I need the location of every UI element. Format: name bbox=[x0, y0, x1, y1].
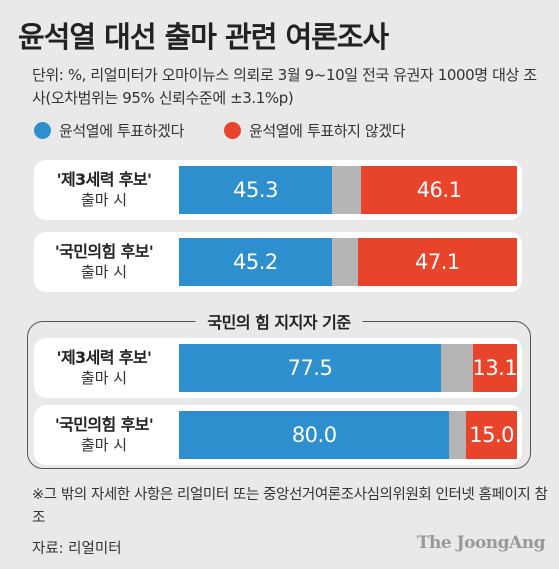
row-label: '국민의힘 후보' 출마 시 bbox=[34, 405, 174, 465]
footnote: ※그 밖의 자세한 사항은 리얼미터 또는 중앙선거여론조사심의위원회 인터넷 … bbox=[32, 487, 548, 526]
group-title: 국민의 힘 지지자 기준 bbox=[195, 309, 363, 333]
row-label: '제3세력 후보' 출마 시 bbox=[34, 338, 174, 398]
bar-segment-vote: 77.5 bbox=[179, 344, 441, 392]
legend-swatch-vote bbox=[34, 122, 51, 139]
row-label-sub: 출마 시 bbox=[80, 369, 128, 387]
legend: 윤석열에 투표하겠다 윤석열에 투표하지 않겠다 bbox=[34, 120, 406, 141]
legend-label-no-vote: 윤석열에 투표하지 않겠다 bbox=[248, 122, 406, 140]
bar-row: '제3세력 후보' 출마 시 45.3 46.1 bbox=[34, 160, 522, 220]
bar-segment-no-vote: 15.0 bbox=[466, 411, 517, 459]
bar-segment-other bbox=[331, 238, 358, 286]
bar-segment-other bbox=[332, 166, 362, 214]
bar-segment-no-vote: 46.1 bbox=[361, 166, 517, 214]
bar-segment-no-vote: 47.1 bbox=[357, 238, 517, 286]
row-label-main: '제3세력 후보' bbox=[56, 348, 152, 367]
legend-item-no-vote: 윤석열에 투표하지 않겠다 bbox=[223, 120, 406, 141]
bar-row: '제3세력 후보' 출마 시 77.5 13.1 bbox=[34, 338, 522, 398]
source-credit: 자료: 리얼미터 bbox=[32, 541, 122, 557]
bar-row: '국민의힘 후보' 출마 시 45.2 47.1 bbox=[34, 232, 522, 292]
row-label-sub: 출마 시 bbox=[80, 191, 128, 209]
legend-swatch-no-vote bbox=[223, 122, 241, 139]
row-label-sub: 출마 시 bbox=[80, 263, 128, 281]
publisher-logo: The JoongAng bbox=[416, 533, 546, 553]
row-label: '제3세력 후보' 출마 시 bbox=[34, 160, 174, 220]
bar-row: '국민의힘 후보' 출마 시 80.0 15.0 bbox=[34, 405, 522, 465]
bar-segment-vote: 80.0 bbox=[179, 411, 450, 459]
legend-label-vote: 윤석열에 투표하겠다 bbox=[59, 122, 184, 140]
stacked-bar: 45.2 47.1 bbox=[179, 238, 517, 286]
legend-item-vote: 윤석열에 투표하겠다 bbox=[34, 120, 184, 141]
row-label-main: '국민의힘 후보' bbox=[54, 242, 154, 261]
bar-segment-other bbox=[440, 344, 473, 392]
bar-segment-vote: 45.3 bbox=[179, 166, 333, 214]
supporter-group-box: 국민의 힘 지지자 기준 bbox=[27, 309, 531, 469]
row-label-main: '제3세력 후보' bbox=[56, 170, 152, 189]
chart-subtitle: 단위: %, 리얼미터가 오마이뉴스 의뢰로 3월 9~10일 전국 유권자 1… bbox=[32, 66, 537, 107]
stacked-bar: 80.0 15.0 bbox=[179, 411, 517, 459]
stacked-bar: 77.5 13.1 bbox=[179, 344, 517, 392]
row-label: '국민의힘 후보' 출마 시 bbox=[34, 232, 174, 292]
bar-segment-vote: 45.2 bbox=[179, 238, 332, 286]
row-label-sub: 출마 시 bbox=[80, 436, 128, 454]
bar-segment-no-vote: 13.1 bbox=[472, 344, 517, 392]
chart-title: 윤석열 대선 출마 관련 여론조사 bbox=[18, 20, 389, 54]
stacked-bar: 45.3 46.1 bbox=[179, 166, 517, 214]
row-label-main: '국민의힘 후보' bbox=[54, 415, 154, 434]
bar-segment-other bbox=[449, 411, 467, 459]
